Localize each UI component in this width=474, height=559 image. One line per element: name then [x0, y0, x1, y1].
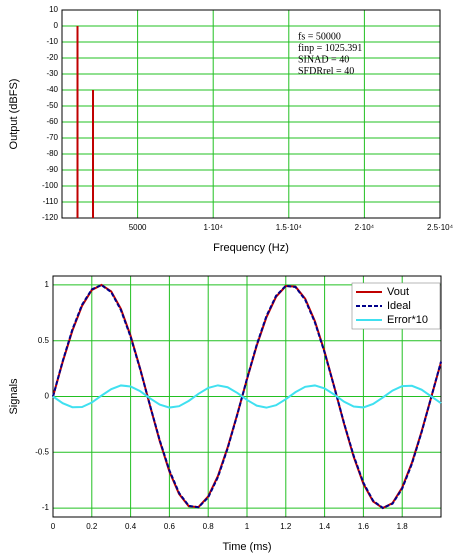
x-tick-label: 1.2 [280, 522, 292, 531]
y-tick-label: -20 [46, 53, 58, 62]
y-axis-label: Signals [8, 378, 20, 415]
annotation: SFDRrel = 40 [298, 66, 354, 77]
x-tick-label: 0.4 [125, 522, 137, 531]
x-axis-label: Time (ms) [222, 541, 271, 553]
annotation: finp = 1025.391 [298, 43, 362, 54]
y-tick-label: 0 [54, 21, 59, 30]
x-tick-label: 0 [51, 522, 56, 531]
legend-box [351, 282, 441, 330]
y-axis-label: Output (dBFS) [8, 79, 20, 150]
y-tick-label: 0 [45, 392, 50, 401]
x-tick-label: 1.8 [397, 522, 409, 531]
y-tick-label: -90 [46, 165, 58, 174]
x-tick-label: 1.6 [358, 522, 370, 531]
y-tick-label: -120 [42, 213, 59, 222]
x-tick-label: 5000 [129, 223, 147, 232]
y-tick-label: -40 [46, 85, 58, 94]
annotation: SINAD = 40 [298, 54, 349, 65]
y-tick-label: -10 [46, 37, 58, 46]
x-tick-label: 2·10⁴ [355, 223, 375, 232]
series-line [52, 283, 442, 510]
x-tick-label: 1.4 [319, 522, 331, 531]
y-tick-label: -60 [46, 117, 58, 126]
spectrum-stem [92, 90, 95, 218]
x-axis-label: Frequency (Hz) [213, 242, 289, 254]
x-tick-label: 1 [245, 522, 250, 531]
y-tick-label: 0.5 [38, 336, 50, 345]
plot-area [62, 10, 440, 218]
y-tick-label: -50 [46, 101, 58, 110]
series-line [52, 384, 442, 409]
y-tick-label: -30 [46, 69, 58, 78]
x-tick-label: 1·10⁴ [203, 223, 223, 232]
x-tick-label: 0.8 [203, 522, 215, 531]
y-tick-label: 1 [45, 280, 50, 289]
y-tick-label: 10 [49, 5, 58, 14]
y-tick-label: -1 [42, 503, 50, 512]
x-tick-label: 2.5·10⁴ [427, 223, 454, 232]
legend-label: Ideal [387, 300, 411, 312]
legend-label: Error*10 [387, 314, 428, 326]
spectrum-stem [76, 26, 79, 218]
x-tick-label: 1.5·10⁴ [276, 223, 303, 232]
y-tick-label: -0.5 [35, 447, 49, 456]
plot-frame [61, 9, 441, 219]
annotation: fs = 50000 [298, 31, 341, 42]
legend: Vout Ideal Error*10 [351, 282, 441, 330]
x-tick-label: 0.2 [86, 522, 98, 531]
y-tick-label: -80 [46, 149, 58, 158]
y-tick-label: -110 [43, 197, 59, 206]
y-tick-label: -70 [46, 133, 58, 142]
legend-label: Vout [387, 286, 409, 298]
x-tick-label: 0.6 [164, 522, 176, 531]
y-tick-label: -100 [42, 181, 59, 190]
